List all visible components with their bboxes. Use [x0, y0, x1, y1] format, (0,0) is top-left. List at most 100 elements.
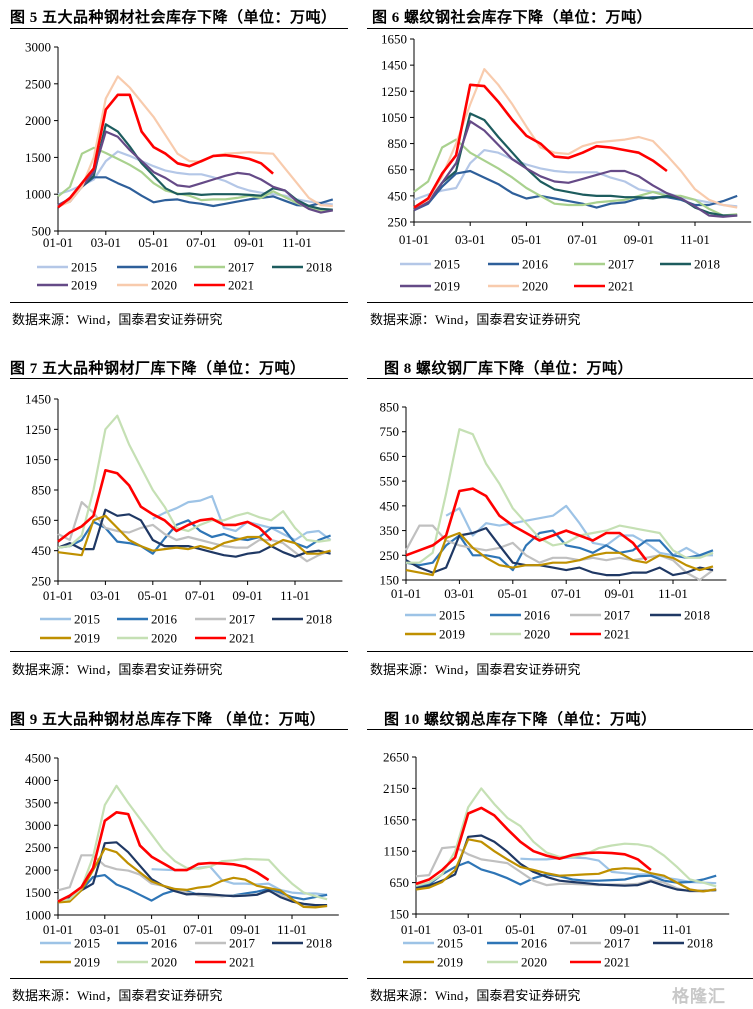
title-rule [10, 378, 348, 379]
x-tick-label: 03-01 [90, 588, 120, 603]
x-tick-label: 01-01 [43, 235, 73, 250]
y-tick-label: 2000 [25, 863, 51, 878]
legend-label-2018: 2018 [687, 936, 713, 951]
series-line-2021 [415, 806, 652, 886]
chart-6: 250 450 650 850 1050 1250 1450 1650 01-01 03-01 05… [381, 32, 752, 294]
legend-label-2021: 2021 [604, 955, 630, 970]
y-tick-label: 1150 [383, 844, 409, 859]
legend-label-2021: 2021 [229, 631, 255, 646]
series-line-2020 [413, 68, 738, 209]
y-tick-label: 4000 [25, 773, 51, 788]
legend-label-2016: 2016 [524, 608, 551, 623]
x-tick-label: 01-01 [43, 922, 73, 937]
series-line-2021 [57, 93, 274, 209]
x-tick-label: 11-01 [280, 588, 310, 603]
legend-label-2018: 2018 [684, 608, 710, 623]
chart-10: 150 650 1150 1650 2150 2650 01-01 03-01 05-01 07-… [383, 750, 730, 970]
series-line-2019 [57, 514, 331, 557]
series-line-2018 [57, 508, 331, 558]
legend-label-2016: 2016 [151, 260, 178, 275]
legend-label-2017: 2017 [229, 936, 256, 951]
legend-label-2019: 2019 [434, 279, 460, 294]
y-tick-label: 1250 [25, 422, 51, 437]
legend-label-2020: 2020 [524, 627, 550, 642]
legend-label-2019: 2019 [71, 278, 97, 293]
y-tick-label: 1450 [25, 392, 51, 407]
legend-label-2018: 2018 [694, 257, 720, 272]
x-tick-label: 03-01 [453, 922, 483, 937]
legend-label-2020: 2020 [151, 955, 177, 970]
x-tick-label: 05-01 [498, 586, 528, 601]
legend-label-2015: 2015 [74, 936, 100, 951]
y-tick-label: 350 [380, 523, 400, 538]
y-tick-label: 250 [380, 548, 400, 563]
y-tick-label: 1650 [381, 32, 407, 47]
series-line-2016 [405, 529, 714, 572]
chart-10-title: 图 10 螺纹钢总库存下降（单位：万吨） [384, 712, 657, 728]
chart-9: 1000 1500 2000 2500 3000 3500 4000 4500 01-01 03-… [25, 751, 339, 970]
x-tick-label: 05-01 [505, 922, 535, 937]
source-rule [367, 302, 753, 303]
y-tick-label: 250 [388, 215, 408, 230]
x-tick-label: 01-01 [43, 588, 73, 603]
series-line-2021 [413, 83, 668, 209]
series-line-2017 [413, 138, 738, 217]
x-tick-label: 09-01 [604, 586, 634, 601]
y-tick-label: 4500 [25, 751, 51, 766]
title-rule [10, 729, 348, 730]
y-tick-label: 2500 [25, 76, 51, 91]
y-tick-label: 450 [32, 543, 52, 558]
x-tick-label: 03-01 [90, 922, 120, 937]
y-tick-label: 650 [388, 162, 408, 177]
legend-label-2016: 2016 [151, 612, 178, 627]
legend-label-2017: 2017 [604, 608, 631, 623]
title-rule [367, 28, 753, 29]
y-tick-label: 550 [380, 474, 400, 489]
legend-label-2017: 2017 [608, 257, 635, 272]
x-tick-label: 01-01 [391, 586, 421, 601]
x-tick-label: 11-01 [662, 922, 692, 937]
x-tick-label: 07-01 [183, 922, 213, 937]
x-tick-label: 05-01 [511, 232, 541, 247]
legend-label-2020: 2020 [151, 631, 177, 646]
y-tick-label: 3500 [25, 795, 51, 810]
series-line-2017 [57, 146, 333, 213]
chart-7: 250 450 650 850 1050 1250 1450 01-01 03-01 05-01 0… [25, 392, 343, 646]
series-line-2019 [57, 847, 328, 909]
chart-6-source: 数据来源：Wind，国泰君安证券研究 [370, 312, 581, 327]
source-rule [367, 651, 753, 652]
legend-label-2019: 2019 [437, 955, 463, 970]
series-line-2019 [413, 120, 738, 218]
legend-label-2021: 2021 [608, 279, 634, 294]
series-line-2019 [405, 531, 714, 577]
legend-label-2016: 2016 [522, 257, 549, 272]
y-tick-label: 650 [380, 449, 400, 464]
x-tick-label: 11-01 [680, 232, 710, 247]
chart-7-source: 数据来源：Wind，国泰君安证券研究 [12, 662, 223, 677]
legend-label-2019: 2019 [439, 627, 465, 642]
legend-label-2015: 2015 [434, 257, 460, 272]
legend-label-2015: 2015 [74, 612, 100, 627]
legend-label-2018: 2018 [306, 936, 332, 951]
y-tick-label: 450 [388, 188, 408, 203]
legend-label-2017: 2017 [229, 612, 256, 627]
x-tick-label: 03-01 [455, 232, 485, 247]
legend-label-2018: 2018 [306, 612, 332, 627]
series-line-2020 [406, 428, 714, 564]
series-line-2020 [57, 75, 333, 208]
x-tick-label: 03-01 [444, 586, 474, 601]
y-tick-label: 150 [380, 573, 400, 588]
y-tick-label: 1000 [25, 908, 51, 923]
y-tick-label: 2150 [383, 781, 409, 796]
series-line-2021 [57, 811, 270, 903]
x-tick-label: 07-01 [185, 588, 215, 603]
chart-9-title: 图 9 五大品种钢材总库存下降 （单位：万吨） [10, 712, 326, 728]
legend-label-2021: 2021 [228, 278, 254, 293]
y-tick-label: 2650 [383, 750, 409, 765]
x-tick-label: 09-01 [610, 922, 640, 937]
chart-8-source: 数据来源：Wind，国泰君安证券研究 [370, 662, 581, 677]
chart-8-title: 图 8 螺纹钢厂库下降（单位：万吨） [384, 361, 634, 377]
y-tick-label: 1500 [25, 885, 51, 900]
y-tick-label: 150 [390, 907, 410, 922]
